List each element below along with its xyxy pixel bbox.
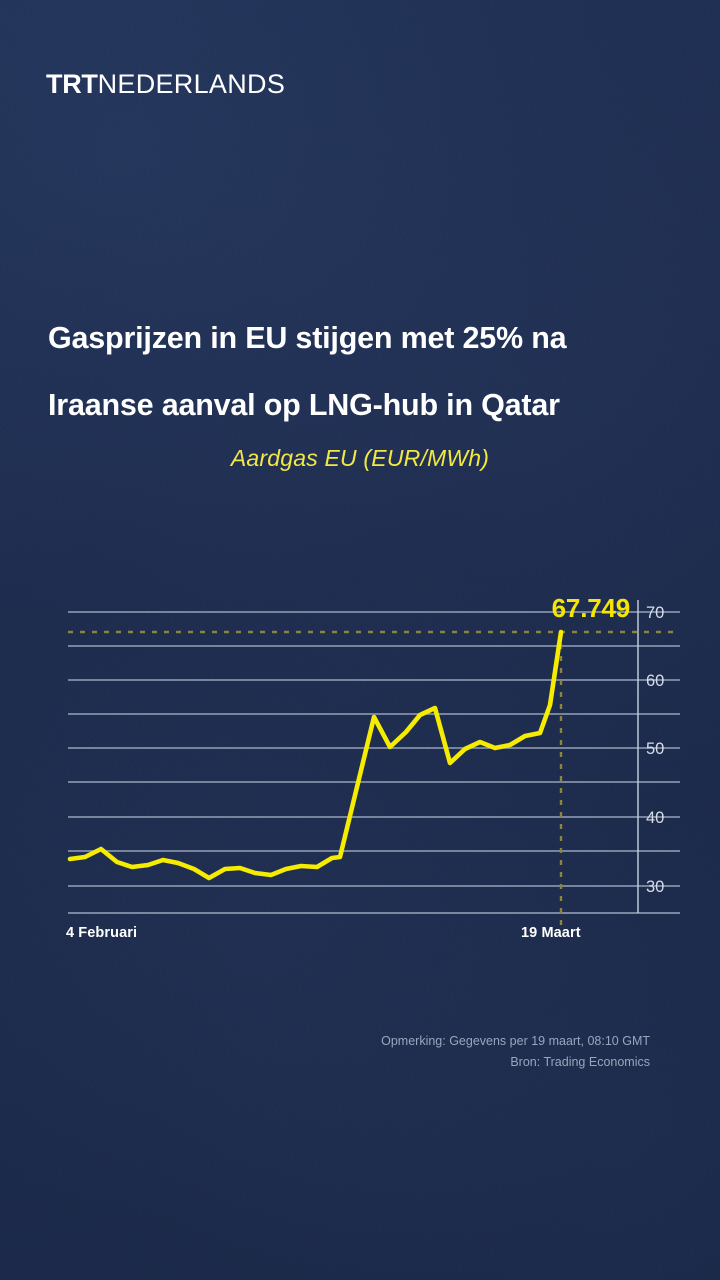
line-chart: 67.749 70 60 50 — [0, 560, 720, 960]
chart-svg: 70 60 50 40 30 — [67, 600, 680, 926]
chart-gridlines — [68, 611, 680, 887]
chart-y-tick-labels: 70 60 50 40 30 — [646, 604, 664, 896]
price-series-line — [67, 629, 564, 881]
footnote-data-timestamp: Opmerking: Gegevens per 19 maart, 08:10 … — [381, 1034, 650, 1048]
headline: Gasprijzen in EU stijgen met 25% na Iraa… — [48, 305, 678, 439]
logo-nederlands-text: NEDERLANDS — [97, 69, 286, 99]
headline-line-1: Gasprijzen in EU stijgen met 25% na — [48, 321, 567, 355]
headline-line-2: Iraanse aanval op LNG-hub in Qatar — [48, 388, 560, 422]
x-axis-label-end: 19 Maart — [521, 925, 581, 941]
y-tick-60: 60 — [646, 672, 664, 690]
x-axis-label-start: 4 Februari — [66, 925, 138, 941]
trt-nederlands-logo: TRTNEDERLANDS — [46, 69, 285, 100]
chart-footnotes: Opmerking: Gegevens per 19 maart, 08:10 … — [381, 1031, 650, 1073]
footnote-source: Bron: Trading Economics — [510, 1055, 650, 1069]
y-tick-50: 50 — [646, 740, 664, 758]
y-tick-40: 40 — [646, 809, 664, 827]
logo-trt-text: TRT — [46, 69, 98, 99]
y-tick-70: 70 — [646, 604, 664, 622]
y-tick-30: 30 — [646, 878, 664, 896]
last-value-callout: 67.749 — [551, 593, 631, 623]
chart-subtitle: Aardgas EU (EUR/MWh) — [230, 445, 490, 471]
